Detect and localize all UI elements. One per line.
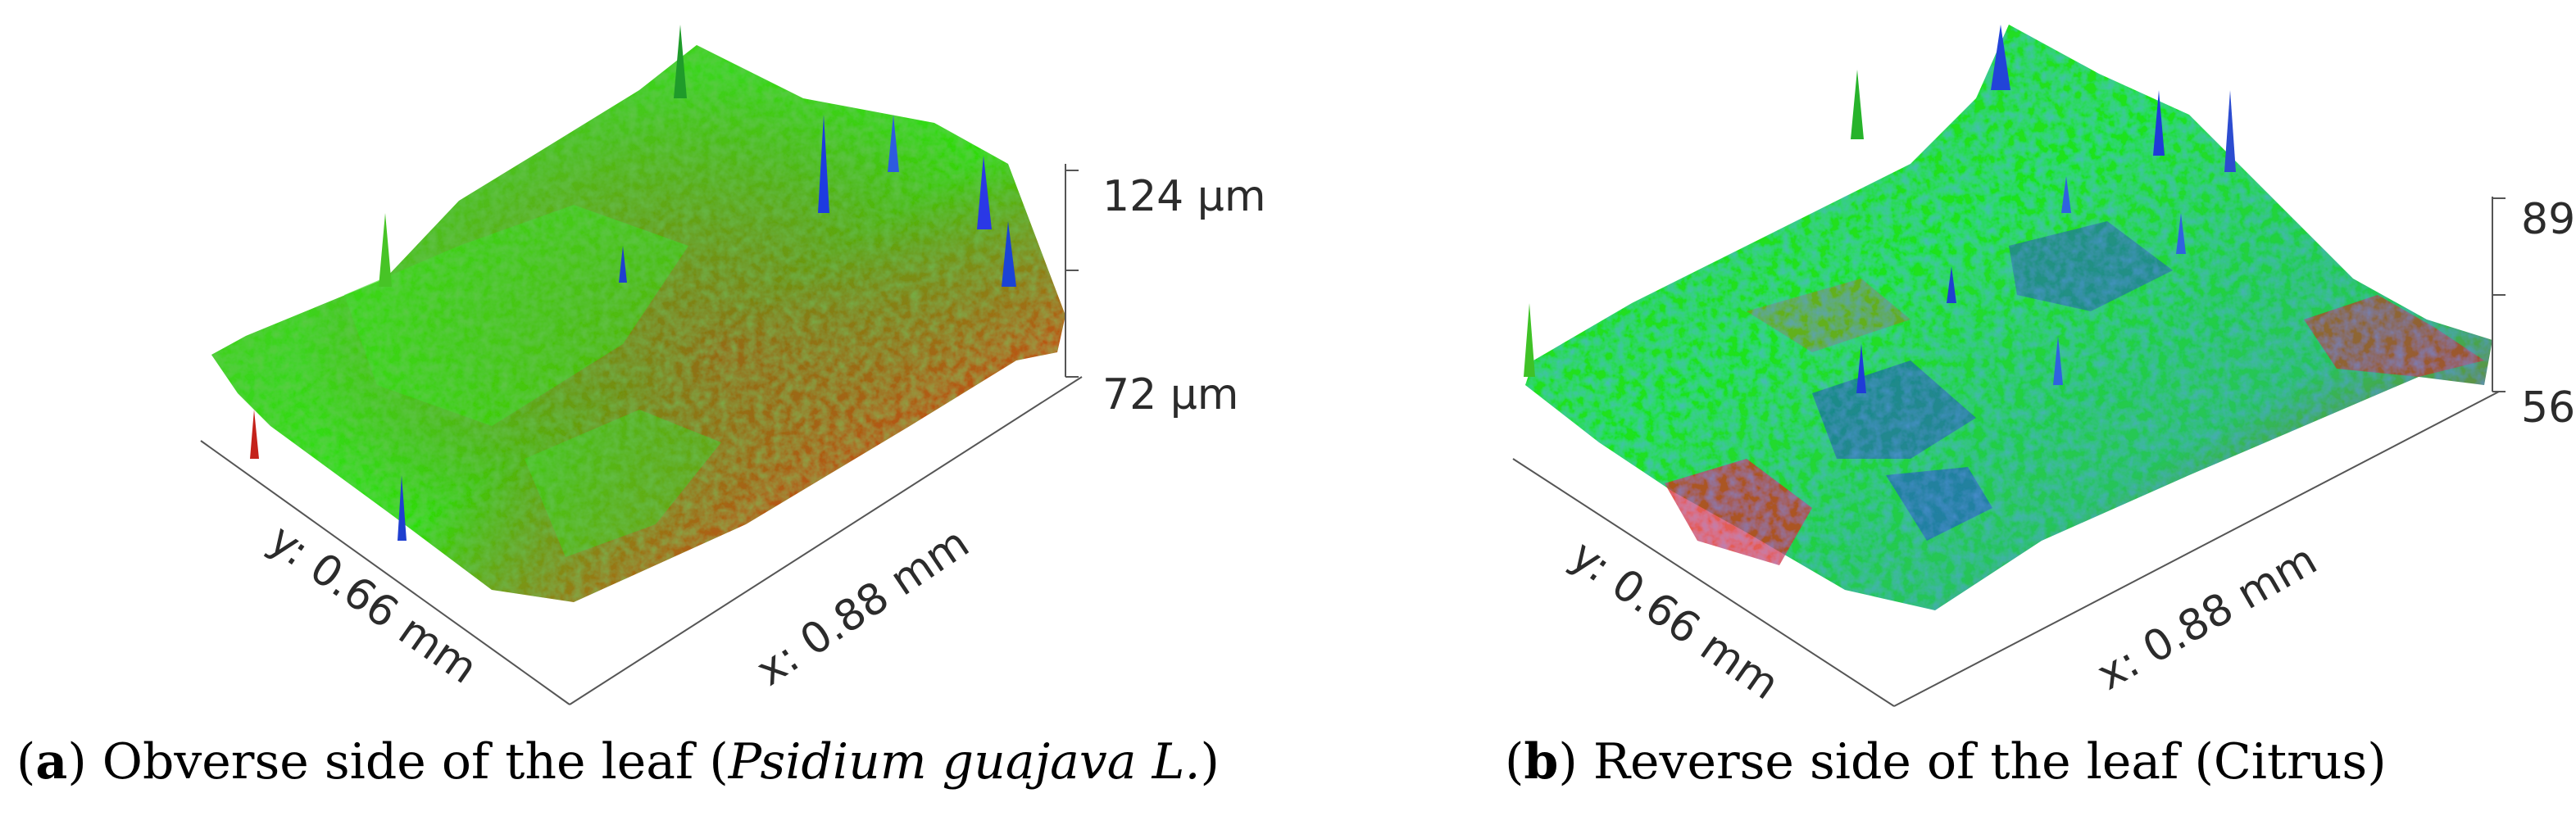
surface-spikes-b xyxy=(1524,25,2236,393)
scale-bottom-label-a: 72 μm xyxy=(1102,370,1239,419)
x-axis-line-a xyxy=(569,376,1083,705)
caption-a-close: ) xyxy=(67,733,87,791)
caption-a-species: Psidium guajava L. xyxy=(728,733,1201,791)
surface-a xyxy=(211,45,1065,602)
y-axis-label-b: y: 0.66 mm xyxy=(1561,531,1788,709)
caption-a-tag: a xyxy=(35,733,68,791)
caption-a-open: ( xyxy=(16,733,36,791)
y-axis-line-b xyxy=(1512,458,1895,707)
caption-b-tag: b xyxy=(1524,733,1559,791)
x-axis-label-a: x: 0.88 mm xyxy=(747,519,978,696)
panel-b: y: 0.66 mm x: 0.88 mm 89 μm 56 μm (b) Re… xyxy=(1288,0,2576,834)
surface-plot-a: y: 0.66 mm x: 0.88 mm xyxy=(200,25,1083,705)
axes-a xyxy=(200,164,1083,705)
caption-a: (a) Obverse side of the leaf (Psidium gu… xyxy=(16,733,1220,791)
surface-b xyxy=(1525,25,2492,610)
caption-b-close: ) xyxy=(1558,733,1578,791)
caption-a-text: Obverse side of the leaf ( xyxy=(86,733,729,791)
axes-b xyxy=(1512,197,2506,707)
scale-top-label-b: 89 μm xyxy=(2521,195,2576,244)
x-axis-line-b xyxy=(1893,391,2500,707)
panel-a: y: 0.66 mm x: 0.88 mm 124 μm 72 μm (a) O… xyxy=(16,25,1266,791)
scale-bottom-label-b: 56 μm xyxy=(2521,383,2576,433)
caption-b: (b) Reverse side of the leaf (Citrus) xyxy=(1505,733,2387,791)
surface-spikes-a xyxy=(250,25,1016,541)
caption-a-end: ) xyxy=(1200,733,1220,791)
caption-b-open: ( xyxy=(1505,733,1524,791)
scale-top-label-a: 124 μm xyxy=(1102,172,1266,221)
x-axis-label-b: x: 0.88 mm xyxy=(2089,535,2325,700)
surface-plot-b: y: 0.66 mm x: 0.88 mm xyxy=(1512,25,2506,709)
caption-b-text: Reverse side of the leaf (Citrus) xyxy=(1577,733,2387,791)
y-axis-line-a xyxy=(200,440,570,705)
